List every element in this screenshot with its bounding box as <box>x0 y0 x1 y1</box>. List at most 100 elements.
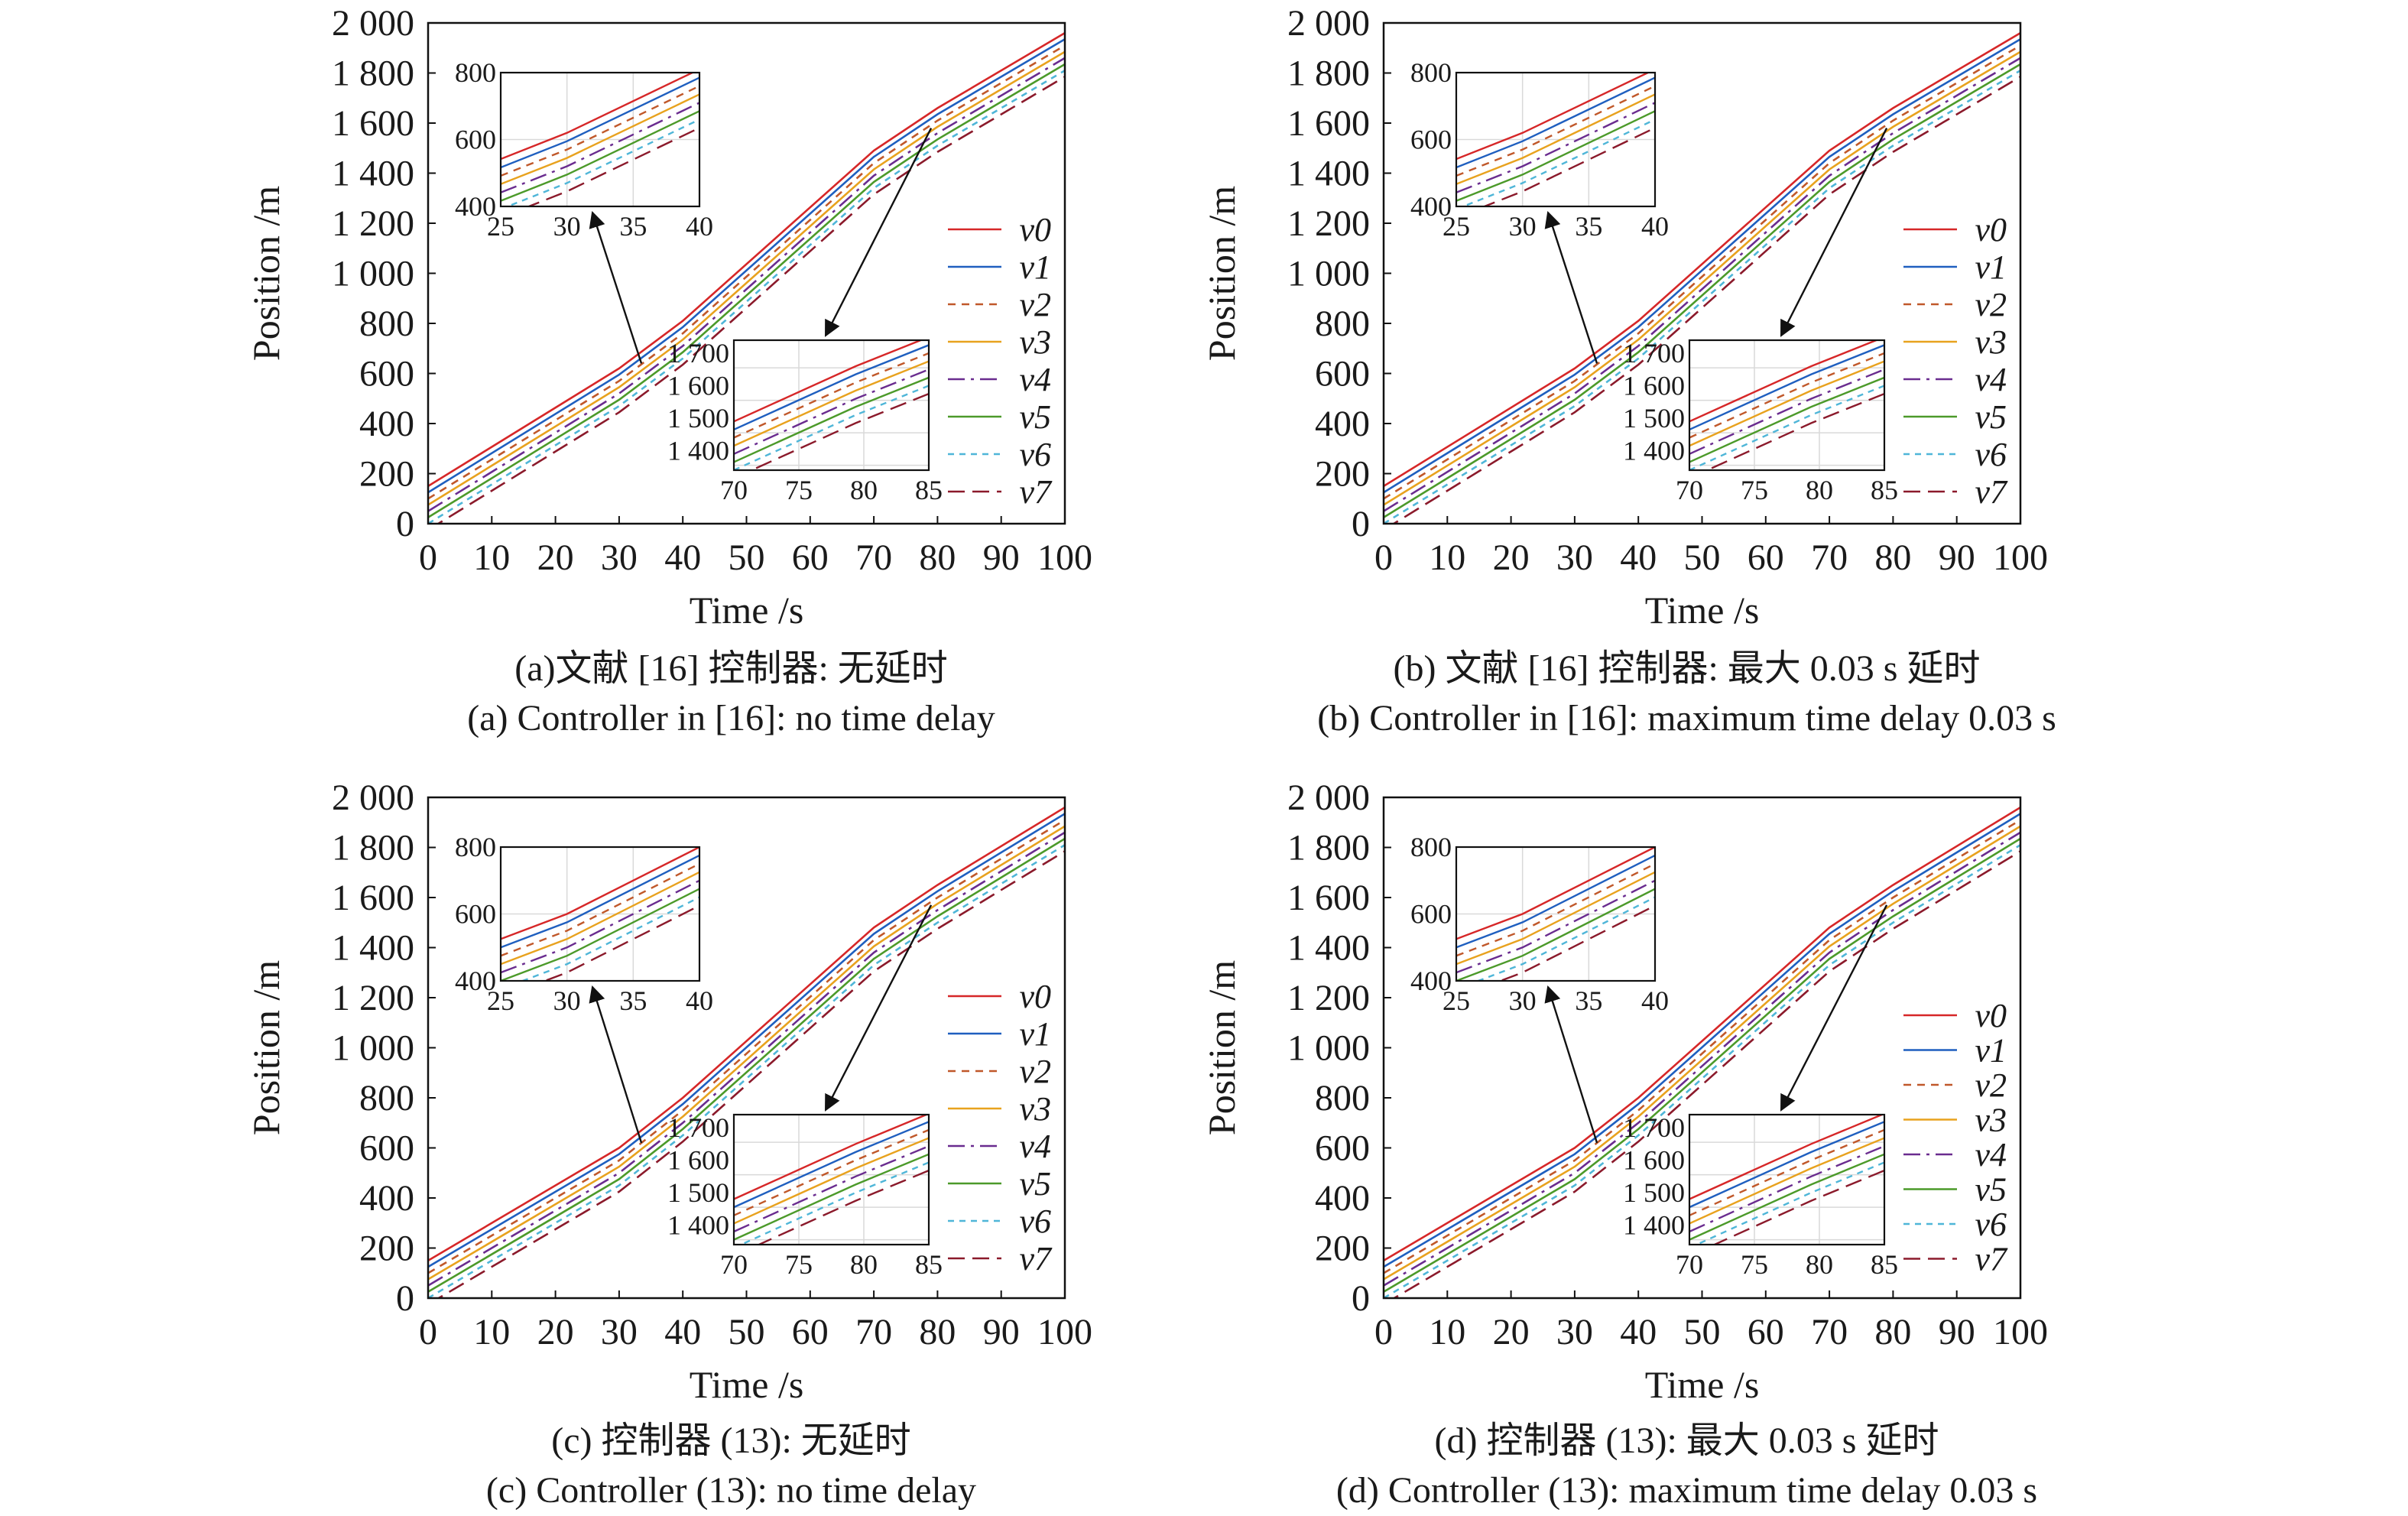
y-tick-label: 1 400 <box>1287 928 1370 969</box>
legend-label-v3: v3 <box>1975 323 2007 361</box>
inset-x-tick-label: 40 <box>686 985 713 1016</box>
x-tick-label: 10 <box>473 537 510 578</box>
legend-label-v4: v4 <box>1019 1128 1051 1165</box>
x-tick-label: 100 <box>1993 1312 2048 1352</box>
legend-label-v1: v1 <box>1975 1032 2007 1070</box>
y-tick-label: 600 <box>1315 354 1370 394</box>
y-tick-label: 1 600 <box>1287 878 1370 918</box>
inset-x-tick-label: 80 <box>850 1249 878 1280</box>
inset-x-tick-label: 85 <box>915 1249 943 1280</box>
inset-x-tick-label: 40 <box>1641 985 1669 1016</box>
x-tick-label: 30 <box>1556 537 1593 578</box>
x-tick-label: 90 <box>983 537 1020 578</box>
inset-y-tick-label: 1 600 <box>1623 1145 1685 1176</box>
x-tick-label: 70 <box>1811 537 1848 578</box>
y-tick-label: 600 <box>359 354 414 394</box>
caption-cn: (b) 文献 [16] 控制器: 最大 0.03 s 延时 <box>1394 648 1981 689</box>
legend-label-v7: v7 <box>1019 1240 1053 1277</box>
chart-panel-b: 0 10 20 30 40 50 60 70 80 90 10002004006008001 000… <box>1200 3 2056 739</box>
legend-label-v4: v4 <box>1975 1136 2007 1174</box>
inset-x-tick-label: 30 <box>553 211 581 242</box>
x-tick-label: 40 <box>1620 537 1657 578</box>
y-tick-label: 0 <box>1352 1278 1370 1319</box>
inset-y-tick-label: 1 500 <box>667 403 729 433</box>
x-axis-label: Time /s <box>690 589 804 631</box>
legend-label-v1: v1 <box>1975 248 2007 286</box>
inset-y-tick-label: 400 <box>455 191 496 222</box>
caption-en: (d) Controller (13): maximum time delay … <box>1336 1470 2037 1511</box>
inset-y-tick-label: 1 700 <box>1623 1112 1685 1143</box>
chart-panel-a: 0 10 20 30 40 50 60 70 80 90 10002004006008001 000… <box>245 3 1092 739</box>
y-tick-label: 1 000 <box>332 254 414 294</box>
inset-y-tick-label: 600 <box>1410 899 1452 930</box>
y-tick-label: 1 800 <box>1287 54 1370 94</box>
x-tick-label: 20 <box>537 537 574 578</box>
x-tick-label: 60 <box>1748 537 1784 578</box>
x-tick-label: 60 <box>1748 1312 1784 1352</box>
y-axis-label: Position /m <box>245 186 287 361</box>
inset-x-tick-label: 35 <box>619 985 647 1016</box>
y-tick-label: 200 <box>1315 1229 1370 1269</box>
legend-label-v5: v5 <box>1019 398 1051 436</box>
y-tick-label: 1 800 <box>332 828 414 868</box>
inset-y-tick-label: 800 <box>455 832 496 862</box>
y-axis-label: Position /m <box>1200 186 1243 361</box>
y-axis-label: Position /m <box>1200 960 1243 1135</box>
x-tick-label: 90 <box>983 1312 1020 1352</box>
inset-y-tick-label: 600 <box>455 899 496 930</box>
y-tick-label: 400 <box>359 404 414 444</box>
x-axis-label: Time /s <box>1645 589 1760 631</box>
legend-label-v5: v5 <box>1975 398 2007 436</box>
inset-y-tick-label: 600 <box>455 125 496 155</box>
inset-x-tick-label: 75 <box>1741 1249 1768 1280</box>
y-tick-label: 800 <box>1315 304 1370 344</box>
legend-label-v6: v6 <box>1019 1203 1051 1240</box>
x-tick-label: 50 <box>1684 1312 1721 1352</box>
legend-label-v6: v6 <box>1975 436 2007 473</box>
y-axis-label: Position /m <box>245 960 287 1135</box>
inset-y-tick-label: 1 400 <box>667 436 729 466</box>
x-tick-label: 100 <box>1037 537 1092 578</box>
inset-2: 70 75 80 85 1 4001 5001 6001 700 <box>1623 1112 1898 1280</box>
x-tick-label: 80 <box>919 537 956 578</box>
inset-y-tick-label: 800 <box>1410 57 1452 88</box>
legend-label-v2: v2 <box>1975 286 2007 323</box>
inset-x-tick-label: 80 <box>1806 475 1833 505</box>
y-tick-label: 2 000 <box>1287 3 1370 44</box>
y-tick-label: 400 <box>1315 1178 1370 1219</box>
x-tick-label: 100 <box>1037 1312 1092 1352</box>
x-tick-label: 80 <box>1874 1312 1911 1352</box>
y-tick-label: 400 <box>1315 404 1370 444</box>
inset-y-tick-label: 1 700 <box>667 338 729 368</box>
inset-1: 25 30 35 40 400 600 800 <box>1410 832 1669 1016</box>
x-tick-label: 50 <box>729 1312 765 1352</box>
y-tick-label: 800 <box>359 1078 414 1118</box>
legend-label-v1: v1 <box>1019 1015 1051 1053</box>
inset-x-tick-label: 70 <box>720 475 748 505</box>
legend-label-v0: v0 <box>1019 978 1051 1015</box>
x-tick-label: 20 <box>1493 1312 1530 1352</box>
inset-x-tick-label: 75 <box>785 475 813 505</box>
y-tick-label: 1 400 <box>332 928 414 969</box>
x-axis-label: Time /s <box>690 1363 804 1406</box>
inset-y-tick-label: 1 500 <box>667 1177 729 1208</box>
x-tick-label: 70 <box>855 537 892 578</box>
x-tick-label: 40 <box>664 1312 701 1352</box>
y-tick-label: 200 <box>359 454 414 495</box>
legend-label-v7: v7 <box>1019 473 1053 511</box>
legend-label-v6: v6 <box>1019 436 1051 473</box>
inset-y-tick-label: 1 400 <box>1623 436 1685 466</box>
y-tick-label: 600 <box>359 1128 414 1169</box>
inset-x-tick-label: 80 <box>1806 1249 1833 1280</box>
inset-x-tick-label: 40 <box>1641 211 1669 242</box>
y-tick-label: 1 200 <box>1287 978 1370 1018</box>
x-tick-label: 90 <box>1939 1312 1975 1352</box>
legend-label-v6: v6 <box>1975 1206 2007 1243</box>
y-tick-label: 400 <box>359 1178 414 1219</box>
y-tick-label: 0 <box>396 1278 414 1319</box>
x-tick-label: 10 <box>473 1312 510 1352</box>
caption-cn: (c) 控制器 (13): 无延时 <box>551 1420 911 1461</box>
y-tick-label: 800 <box>1315 1078 1370 1118</box>
